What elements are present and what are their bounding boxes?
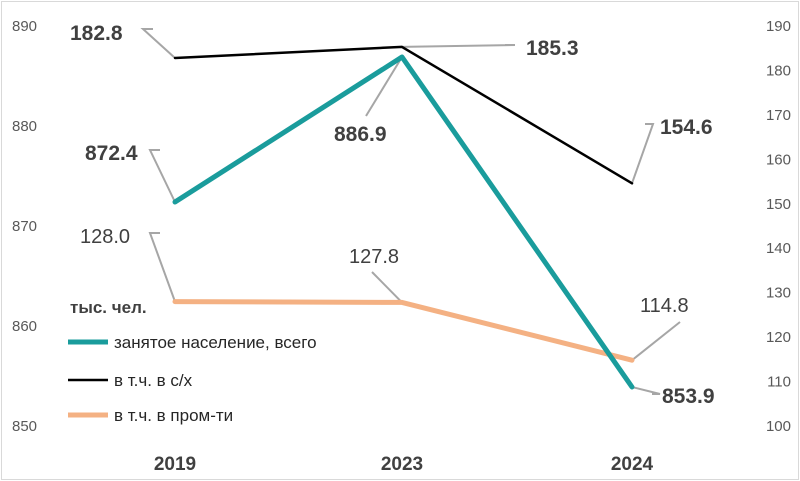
leader-line	[631, 386, 661, 395]
left-tick-label: 850	[12, 418, 37, 435]
legend-label-agriculture: в т.ч. в с/х	[114, 371, 193, 390]
series-line	[173, 45, 634, 185]
leader-line	[401, 44, 516, 48]
series-lines	[172, 45, 635, 390]
leader-line	[148, 149, 176, 203]
leader-line	[140, 28, 176, 59]
leader-line	[148, 232, 176, 302]
legend-label-total: занятое население, всего	[114, 333, 317, 352]
leader-line	[631, 321, 681, 361]
category-label: 2024	[611, 454, 654, 475]
data-label: 853.9	[662, 385, 715, 408]
left-axis-ticks: 850 860 870 880 890	[12, 18, 37, 435]
left-tick-label: 880	[12, 118, 37, 135]
leader-line	[371, 271, 403, 304]
legend-label-industry: в т.ч. в пром-ти	[114, 406, 233, 425]
legend: тыс. чел. занятое население, всего в т.ч…	[68, 298, 317, 425]
right-tick-label: 140	[766, 240, 791, 257]
data-label: 114.8	[640, 295, 689, 317]
data-label: 886.9	[334, 123, 387, 146]
right-tick-label: 160	[766, 151, 791, 168]
category-axis-labels: 2019 2023 2024	[154, 454, 654, 475]
left-tick-label: 870	[12, 218, 37, 235]
leader-line	[631, 123, 655, 184]
series-line	[172, 299, 635, 363]
category-label: 2023	[381, 454, 423, 475]
left-tick-label: 890	[12, 18, 37, 35]
right-tick-label: 190	[766, 18, 791, 35]
right-tick-label: 130	[766, 285, 791, 302]
right-tick-label: 100	[766, 418, 791, 435]
unit-label: тыс. чел.	[70, 298, 147, 317]
series-line	[172, 54, 635, 390]
right-axis-ticks: 100 110 120 130 140 150 160 170 180 190	[766, 18, 791, 435]
right-tick-label: 150	[766, 196, 791, 213]
data-label: 185.3	[526, 37, 579, 60]
data-label: 872.4	[85, 142, 138, 165]
right-tick-label: 180	[766, 62, 791, 79]
data-labels: 872.4 886.9 853.9 182.8 185.3 154.6 128.0 127.8…	[70, 22, 715, 408]
right-tick-label: 120	[766, 329, 791, 346]
data-label: 128.0	[80, 226, 130, 248]
data-label: 127.8	[349, 246, 399, 268]
leader-line	[365, 56, 403, 117]
right-tick-label: 170	[766, 107, 791, 124]
left-tick-label: 860	[12, 318, 37, 335]
data-label: 154.6	[660, 116, 713, 139]
data-label-leaders	[140, 28, 681, 395]
right-tick-label: 110	[767, 374, 791, 391]
category-label: 2019	[154, 454, 196, 475]
data-label: 182.8	[70, 22, 123, 45]
